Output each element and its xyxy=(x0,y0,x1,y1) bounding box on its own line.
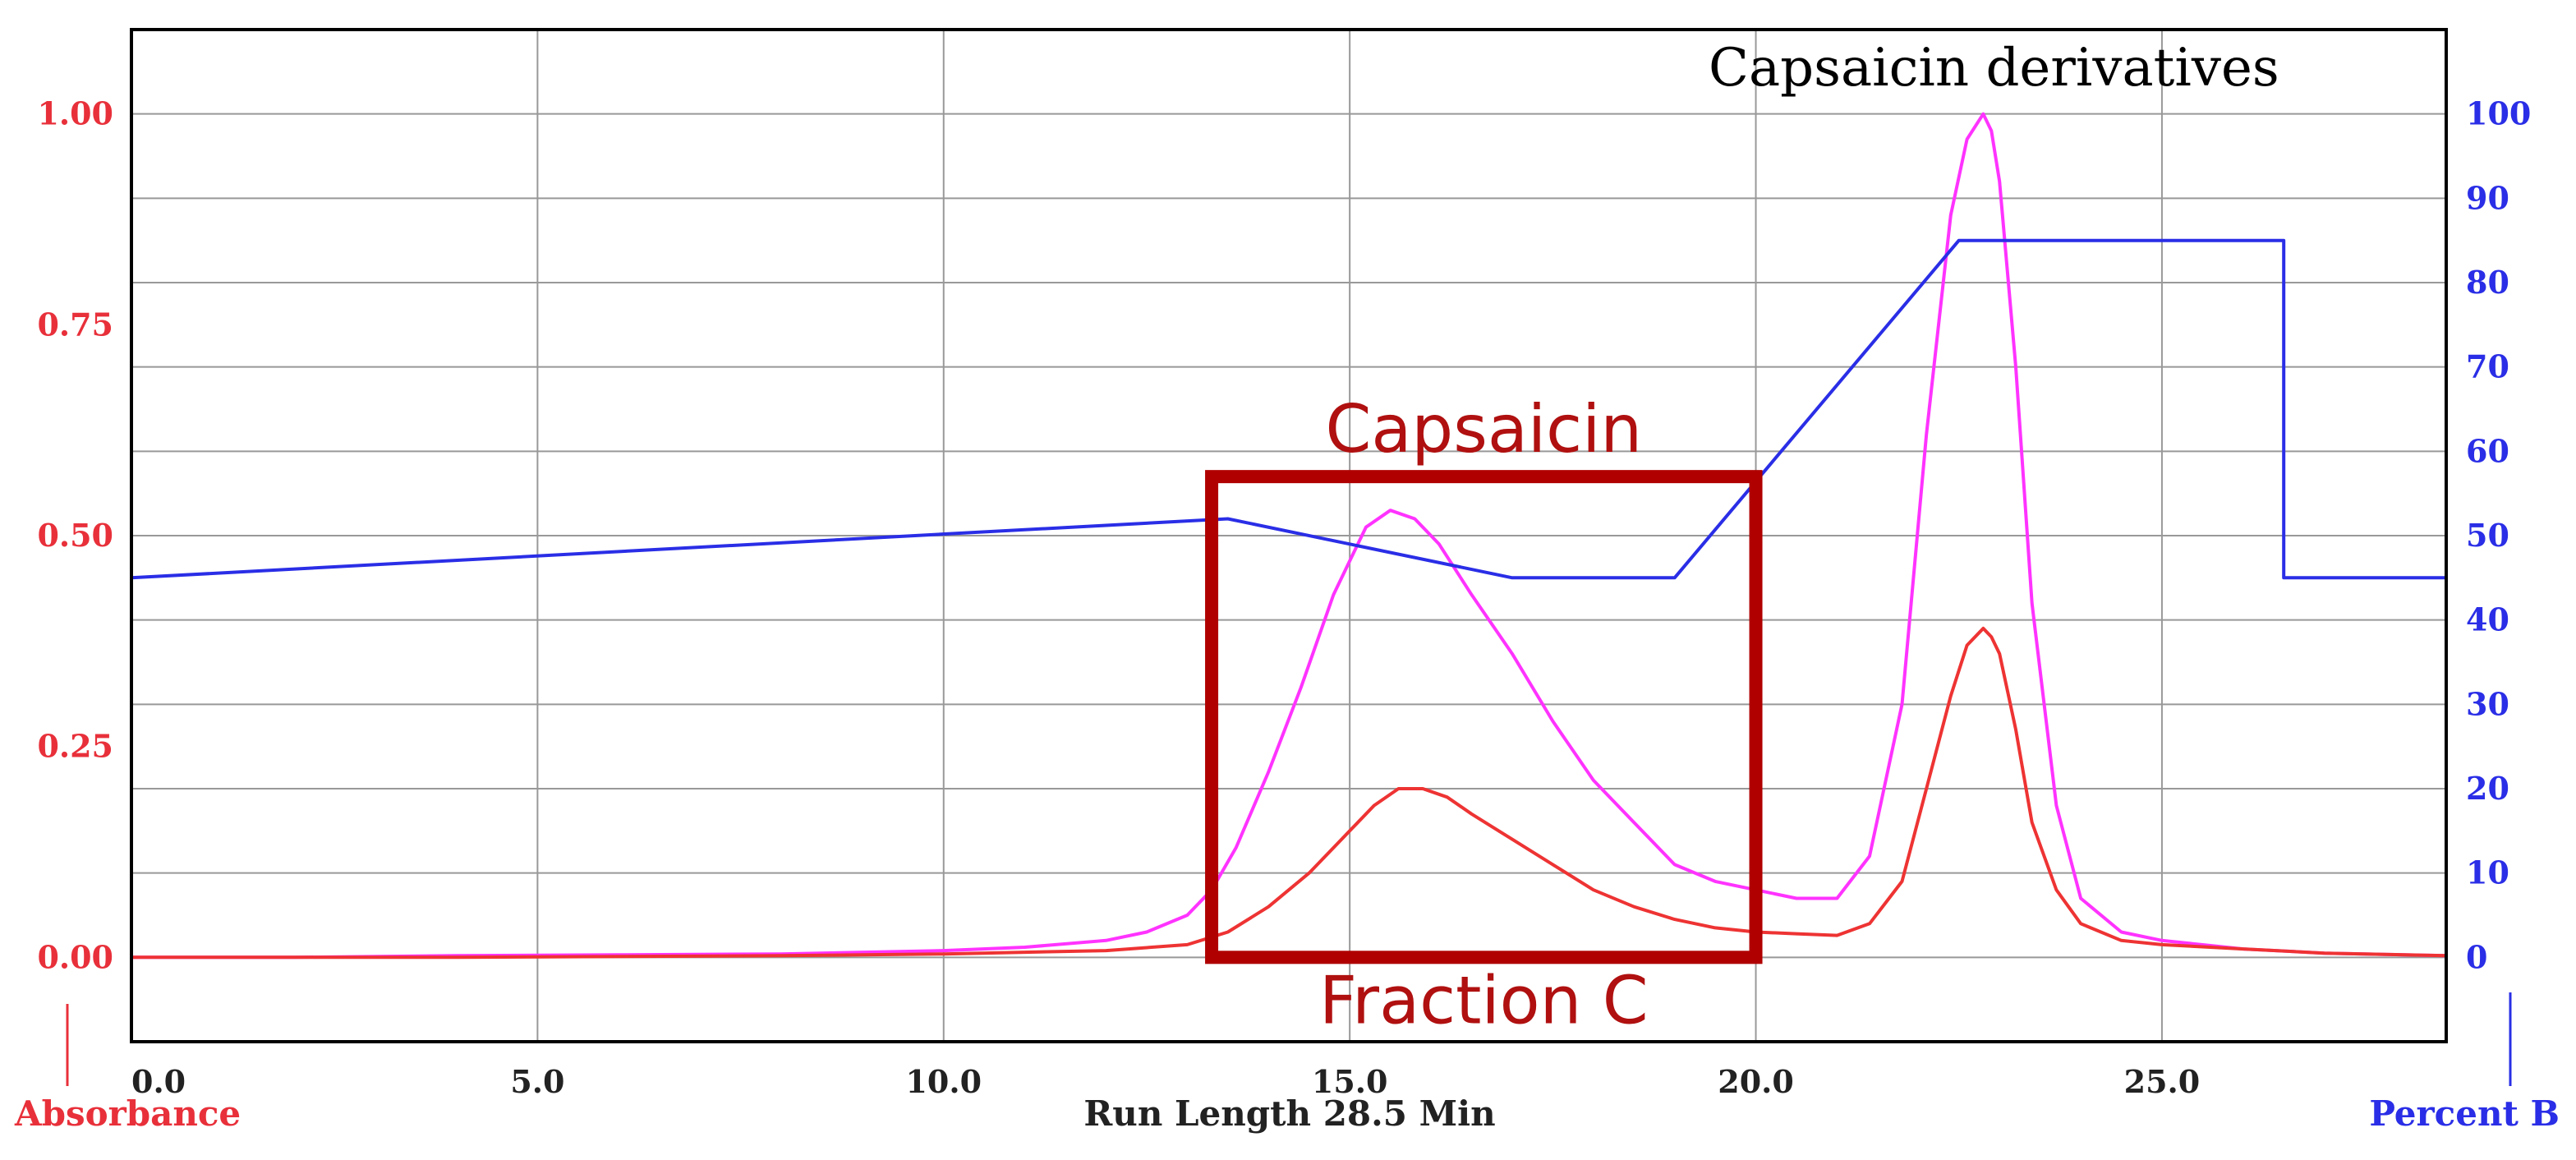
capsaicin-derivatives-annotation: Capsaicin derivatives xyxy=(1709,38,2279,99)
y-right-tick-label: 70 xyxy=(2466,348,2509,385)
x-axis-label: Run Length 28.5 Min xyxy=(1083,1093,1495,1134)
y-right-tick-label: 90 xyxy=(2466,179,2509,216)
plot-frame xyxy=(130,28,2448,1043)
ticks: 0.00 0.25 0.50 0.75 1.00 0 10 20 30 40 50 60 70 80 90 1… xyxy=(37,95,2531,1100)
y-left-axis-label: Absorbance xyxy=(14,1093,241,1134)
capsaicin-highlight-box xyxy=(1205,470,1763,964)
x-tick-label: 25.0 xyxy=(2124,1063,2201,1100)
series-layer xyxy=(131,112,2447,960)
y-right-axis-label: Percent B xyxy=(2369,1093,2560,1134)
x-tick-label: 10.0 xyxy=(905,1063,982,1100)
y-right-tick-label: 10 xyxy=(2466,854,2509,891)
series-line-3 xyxy=(131,238,2446,580)
series-line-1 xyxy=(131,112,2447,960)
x-tick-label: 15.0 xyxy=(1312,1063,1388,1100)
y-left-tick-label: 1.00 xyxy=(37,95,113,132)
x-tick-label: 20.0 xyxy=(1718,1063,1794,1100)
y-right-tick-label: 100 xyxy=(2466,95,2531,132)
series-line-2 xyxy=(131,626,2447,960)
capsaicin-annotation: Capsaicin xyxy=(1326,391,1643,467)
y-right-tick-label: 40 xyxy=(2466,601,2509,638)
y-right-tick-label: 20 xyxy=(2466,770,2509,807)
y-right-tick-label: 30 xyxy=(2466,685,2509,722)
x-tick-label: 5.0 xyxy=(510,1063,564,1100)
annotations: Capsaicin derivatives Capsaicin Fraction… xyxy=(1205,38,2279,1038)
x-tick-label: 0.0 xyxy=(131,1063,186,1100)
fraction-c-annotation: Fraction C xyxy=(1319,962,1649,1038)
y-left-tick-label: 0.50 xyxy=(37,517,113,554)
y-right-tick-label: 80 xyxy=(2466,264,2509,301)
grid xyxy=(131,30,2446,1042)
y-left-tick-label: 0.00 xyxy=(37,938,113,975)
y-right-tick-label: 0 xyxy=(2466,938,2487,975)
y-left-tick-label: 0.25 xyxy=(37,728,113,765)
y-right-tick-label: 50 xyxy=(2466,517,2509,554)
y-right-tick-label: 60 xyxy=(2466,432,2509,469)
y-left-tick-label: 0.75 xyxy=(37,306,113,343)
axis-labels: Absorbance Run Length 28.5 Min Percent B xyxy=(14,1093,2560,1134)
